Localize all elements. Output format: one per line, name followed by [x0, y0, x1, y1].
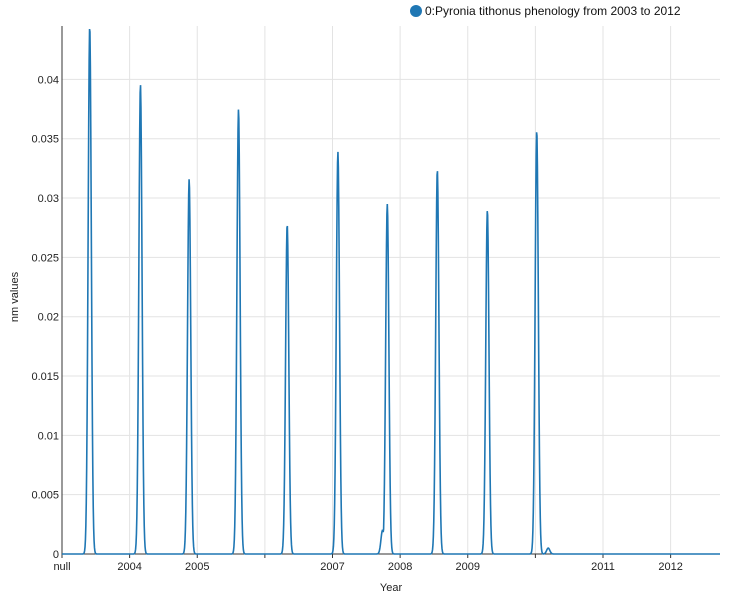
x-tick-label: 2012: [658, 561, 682, 573]
series-line-0: [62, 28, 720, 555]
grid-lines: [62, 26, 720, 554]
x-tick-label: 2008: [388, 561, 412, 573]
y-tick-label: 0.02: [38, 312, 59, 324]
x-tick-labels: null 2004 2005 2007 2008 2009 2011 2012: [53, 554, 683, 573]
series-group: [62, 28, 720, 555]
x-tick-label: null: [53, 561, 70, 573]
y-tick-label: 0.04: [38, 74, 59, 86]
y-tick-label: 0.01: [38, 430, 59, 442]
y-tick-label: 0.025: [31, 252, 59, 264]
legend-marker[interactable]: [410, 5, 422, 17]
y-tick-label: 0.03: [38, 193, 59, 205]
legend[interactable]: 0:Pyronia tithonus phenology from 2003 t…: [410, 4, 681, 18]
x-tick-label: 2004: [117, 561, 141, 573]
x-axis-label: Year: [380, 582, 403, 594]
x-tick-label: 2011: [591, 561, 615, 573]
x-tick-label: 2007: [320, 561, 344, 573]
y-tick-label: 0: [53, 549, 59, 561]
y-axis-label: nm values: [9, 271, 21, 322]
axes: [61, 26, 720, 555]
legend-entry-series-0[interactable]: 0:Pyronia tithonus phenology from 2003 t…: [425, 4, 681, 18]
x-tick-label: 2005: [185, 561, 209, 573]
x-tick-label: 2009: [456, 561, 480, 573]
y-tick-label: 0.035: [31, 134, 59, 146]
y-tick-label: 0.015: [31, 371, 59, 383]
y-tick-label: 0.005: [31, 490, 59, 502]
y-tick-labels: 0 0.005 0.01 0.015 0.02 0.025 0.03 0.035 0.04: [31, 74, 59, 561]
